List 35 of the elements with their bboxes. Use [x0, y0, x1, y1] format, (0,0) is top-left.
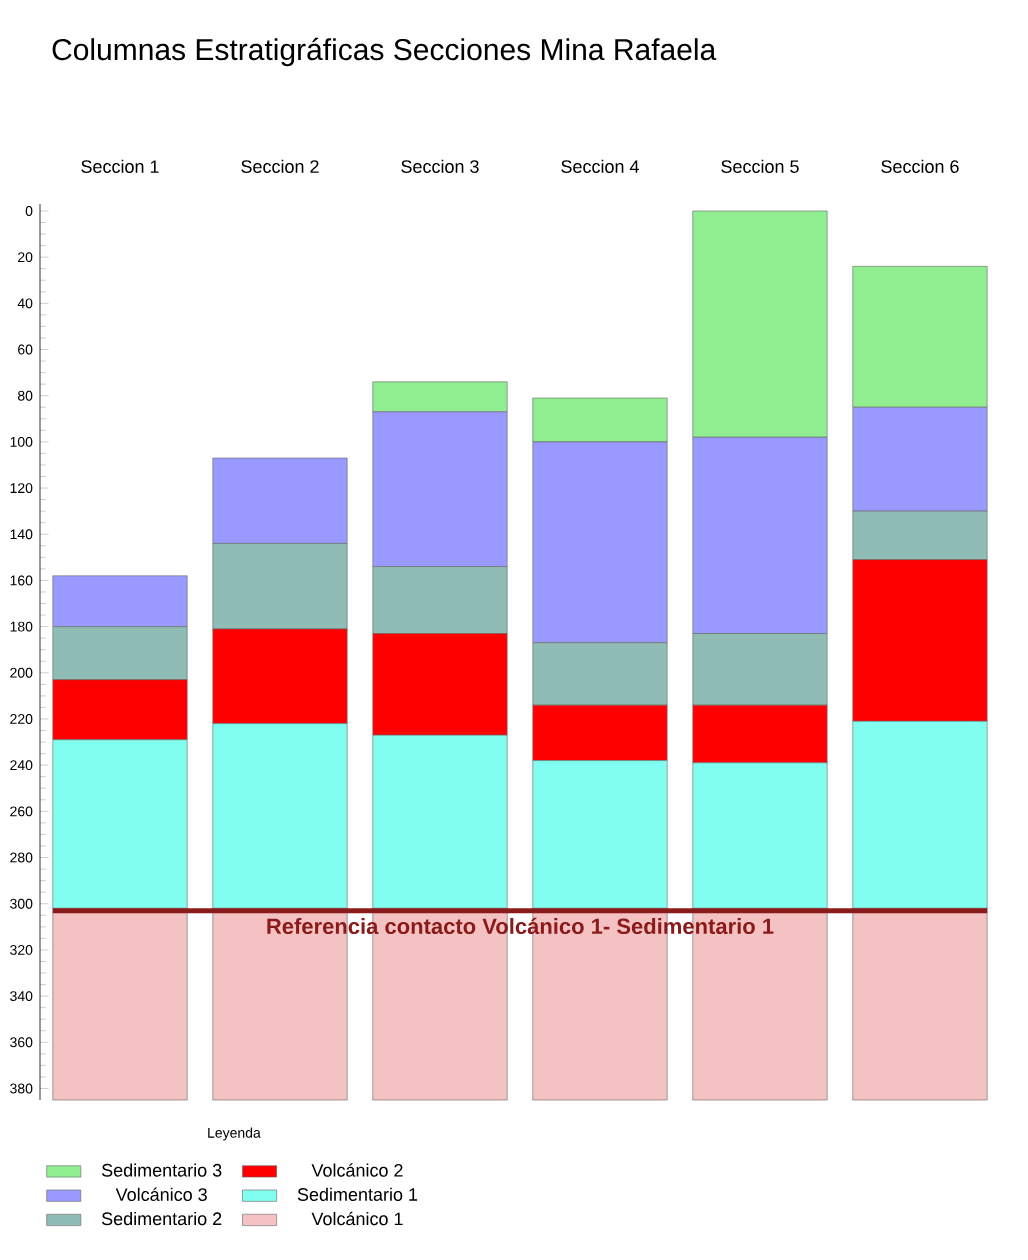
y-tick-label: 320: [10, 944, 33, 955]
ref-line-label: Referencia contacto Volcánico 1- Sedimentario 1: [267, 917, 774, 935]
x-tick-label: Seccion 6: [881, 159, 959, 173]
y-tick-label: 40: [17, 298, 33, 309]
y-tick-label: 340: [10, 991, 33, 1002]
x-tick-label: Seccion 4: [561, 159, 639, 173]
y-tick-label: 280: [10, 852, 33, 863]
y-tick-label: 140: [10, 529, 33, 540]
legend-label: Sedimentario 2: [101, 1211, 222, 1226]
legend-label: Volcánico 1: [311, 1211, 403, 1226]
chart-title: Columnas Estratigráficas Secciones Mina Rafaela: [52, 37, 717, 67]
y-tick-label: 260: [10, 806, 33, 817]
legend-label: Sedimentario 1: [297, 1187, 418, 1201]
legend-title: Leyenda: [208, 1127, 261, 1141]
legend-label: Volcánico 2: [311, 1163, 403, 1177]
y-tick-label: 100: [10, 436, 33, 447]
y-tick-label: 200: [10, 667, 33, 678]
y-tick-label: 20: [18, 252, 33, 263]
y-tick-label: 120: [10, 483, 33, 494]
x-tick-label: Seccion 1: [81, 159, 159, 173]
y-tick-label: 300: [10, 898, 33, 909]
y-tick-label: 80: [17, 390, 33, 401]
y-tick-label: 0: [25, 206, 33, 216]
y-tick-label: 380: [10, 1083, 33, 1094]
y-tick-label: 240: [10, 760, 33, 771]
y-tick-label: 220: [10, 714, 33, 724]
x-tick-label: Seccion 5: [721, 159, 799, 173]
legend-label: Volcánico 3: [115, 1187, 207, 1201]
y-tick-label: 360: [10, 1037, 33, 1048]
legend-label: Sedimentario 3: [101, 1163, 222, 1177]
x-tick-label: Seccion 2: [241, 159, 319, 173]
y-tick-label: 160: [10, 575, 33, 586]
y-tick-label: 60: [18, 344, 33, 355]
y-tick-label: 180: [10, 621, 33, 632]
x-tick-label: Seccion 3: [401, 159, 479, 173]
